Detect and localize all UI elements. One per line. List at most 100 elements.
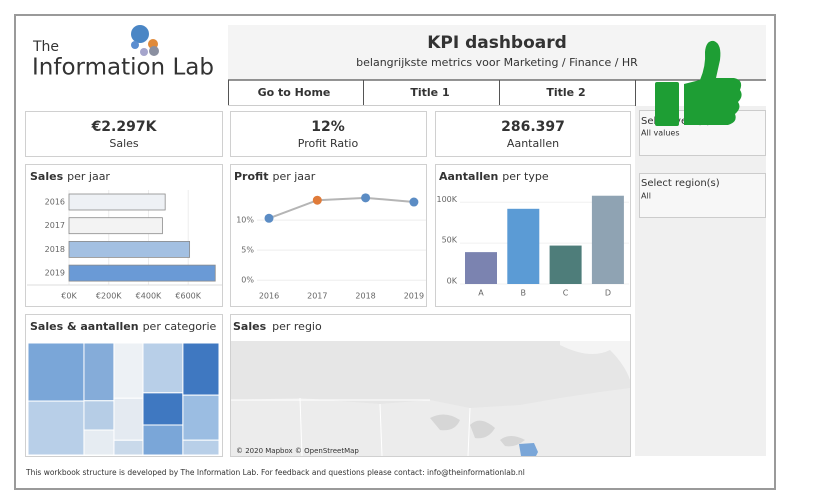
treemap-cell [83,400,115,431]
x-tick-label: A [478,289,484,298]
filter-panel [635,106,766,456]
kpi-card [435,111,631,157]
kpi-card [25,111,223,157]
treemap-cell [113,397,144,441]
chart-title-rest: per jaar [67,170,110,183]
chart-title-bold: Aantallen [439,170,498,183]
treemap-cell [182,394,220,441]
x-tick-label: €200K [96,292,122,301]
filter-value: All values [641,129,679,138]
bar [68,217,163,235]
logo: The Information Lab [32,25,214,81]
treemap-cell [113,439,144,456]
y-tick-label: 100K [436,195,457,204]
y-tick-label: 2018 [45,245,65,254]
kpi-card [230,111,427,157]
treemap-cell [182,342,220,396]
chart-title: Sales per jaar [30,170,110,183]
chart-title: Sales & aantallen per categorie [30,320,217,333]
map-land [231,388,630,456]
kpi-value: 12% [311,119,345,135]
x-tick-label: 2017 [307,292,327,301]
map-attribution: © 2020 Mapbox © OpenStreetMap [236,447,359,455]
logo-text: The [32,39,59,55]
chart-title-bold: Sales & aantallen [30,320,139,333]
bar [591,195,624,284]
kpi-label: Profit Ratio [298,137,359,150]
treemap-cell [27,342,85,402]
filter-value: All [641,192,651,201]
thumbs-up-icon [655,40,742,126]
x-tick-label: €0K [61,292,77,301]
chart-title-rest: per regio [272,320,322,333]
point [409,197,419,207]
point [361,193,371,203]
treemap-cell [113,342,144,399]
bar [68,193,166,211]
chart-panel [25,164,223,307]
treemap-cell [142,424,184,456]
y-tick-label: 2017 [45,221,65,230]
x-tick-label: D [605,289,611,298]
kpi-value: €2.297K [91,119,158,135]
x-tick-label: B [521,289,527,298]
y-tick-label: 10% [236,216,254,225]
y-tick-label: 2016 [45,198,65,207]
header-box [228,25,766,80]
map-water [560,341,630,380]
chart-title-rest: per categorie [143,320,217,333]
logo-dot [131,25,149,43]
kpi-label: Aantallen [507,137,559,150]
tab[interactable]: Title 1 [410,86,449,99]
chart-panel [230,164,427,307]
map: © 2020 Mapbox © OpenStreetMap [231,341,630,457]
tabs: Go to Home Title 1 Title 2 [228,79,766,106]
map-border [231,397,471,457]
chart-title-rest: per type [502,170,549,183]
chart-title-bold: Sales [30,170,64,183]
logo-dot [131,41,139,49]
filter[interactable] [639,173,766,218]
y-tick-label: 0% [241,276,254,285]
logo-text: Information Lab [32,55,214,81]
treemap-cell [142,342,184,394]
chart-title: Aantallen per type [439,170,549,183]
kpi-label: Sales [109,137,139,150]
footer: This workbook structure is developed by … [25,468,525,477]
bar [465,252,497,284]
chart-title-bold: Sales [233,320,267,333]
dashboard-subtitle: belangrijkste metrics voor Marketing / F… [356,56,638,69]
treemap-cell [83,342,115,402]
chart-title: Sales per regio [233,320,322,333]
tab[interactable]: Go to Home [258,86,331,99]
line [268,196,414,220]
thumb-hand [684,40,742,125]
tab[interactable]: Title 2 [546,86,585,99]
x-tick-label: 2018 [355,292,375,301]
chart-title-bold: Profit [234,170,268,183]
chart-title-rest: per jaar [272,170,315,183]
map-lake [430,414,525,447]
dashboard-title: KPI dashboard [427,33,567,53]
treemap-cell [83,429,115,456]
chart-title: Profit per jaar [234,170,316,183]
y-tick-label: 50K [442,236,458,245]
y-tick-label: 5% [241,246,254,255]
filter-label: Select region(s) [641,178,720,189]
bar [68,240,191,258]
bar [68,264,216,282]
x-tick-label: C [563,289,569,298]
treemap-cell [27,400,85,456]
bar [507,208,540,284]
kpi-value: 286.397 [501,119,565,135]
point [312,195,322,205]
y-tick-label: 2019 [45,269,65,278]
treemap-cell [142,392,184,426]
map-region [519,443,538,456]
logo-dot [140,48,148,56]
point [264,213,274,223]
y-tick-label: 0K [447,277,458,286]
logo-dot [149,46,159,56]
thumb-cuff [655,82,679,126]
